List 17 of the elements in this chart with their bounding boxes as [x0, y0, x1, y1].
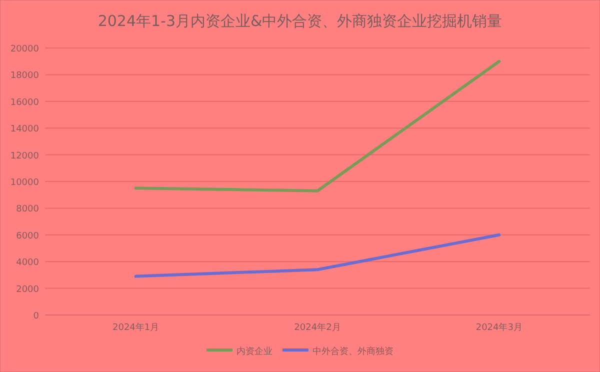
y-tick-label: 20000 — [10, 44, 40, 54]
legend-label: 中外合资、外商独资 — [312, 346, 394, 357]
legend-label: 内资企业 — [236, 346, 272, 357]
y-tick-label: 18000 — [10, 71, 40, 82]
y-tick-label: 0 — [33, 312, 40, 322]
y-tick-label: 10000 — [10, 178, 40, 188]
x-tick-label: 2024年2月 — [294, 322, 341, 333]
y-tick-label: 14000 — [10, 124, 40, 135]
y-tick-label: 16000 — [10, 98, 40, 108]
y-tick-label: 12000 — [10, 151, 40, 162]
x-tick-label: 2024年1月 — [112, 322, 160, 333]
y-tick-label: 6000 — [16, 231, 40, 242]
chart-title: 2024年1-3月内资企业&中外合资、外商独资企业挖掘机销量 — [98, 12, 502, 30]
y-tick-label: 2000 — [16, 284, 40, 295]
y-tick-label: 8000 — [16, 204, 40, 215]
y-tick-label: 4000 — [16, 258, 40, 268]
x-tick-label: 2024年3月 — [476, 322, 522, 333]
